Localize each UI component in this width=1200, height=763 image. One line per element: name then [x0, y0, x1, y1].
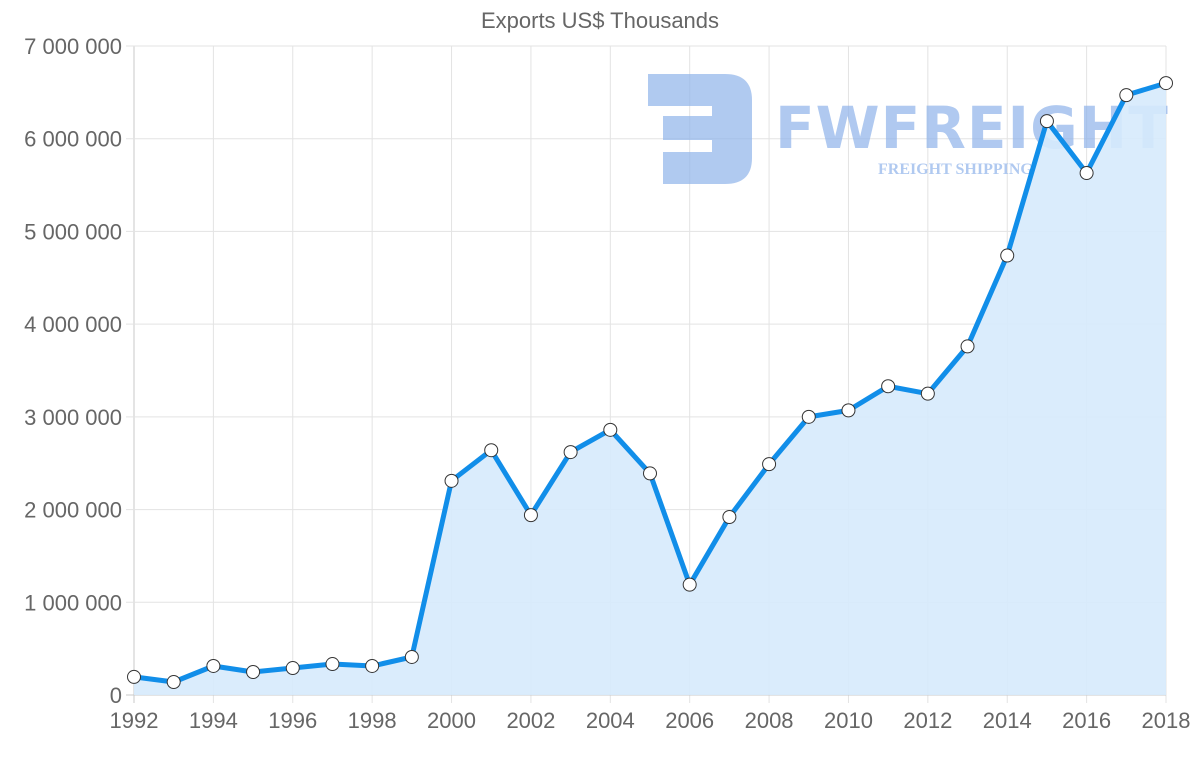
- area-fill: [134, 83, 1166, 696]
- y-tick-label: 1 000 000: [24, 590, 122, 615]
- x-tick-label: 2014: [983, 708, 1032, 733]
- x-tick-label: 2006: [665, 708, 714, 733]
- data-point[interactable]: [246, 665, 261, 680]
- y-tick-label: 6 000 000: [24, 127, 122, 152]
- data-point[interactable]: [444, 473, 459, 488]
- data-point[interactable]: [365, 658, 380, 673]
- data-point[interactable]: [1039, 114, 1054, 129]
- y-axis: 0 1 000 000 2 000 000 3 000 000 4 000 000 5 0…: [24, 34, 122, 708]
- data-point[interactable]: [523, 508, 538, 523]
- data-point[interactable]: [285, 661, 300, 676]
- y-tick-label: 0: [110, 683, 122, 708]
- y-tick-label: 2 000 000: [24, 498, 122, 523]
- data-point[interactable]: [404, 649, 419, 664]
- data-point[interactable]: [563, 445, 578, 460]
- x-tick-label: 1996: [268, 708, 317, 733]
- data-point[interactable]: [960, 339, 975, 354]
- data-point[interactable]: [166, 675, 181, 690]
- y-tick-label: 3 000 000: [24, 405, 122, 430]
- x-tick-label: 2004: [586, 708, 635, 733]
- x-tick-label: 2000: [427, 708, 476, 733]
- x-tick-label: 1992: [110, 708, 159, 733]
- data-point[interactable]: [1000, 248, 1015, 263]
- y-tick-label: 5 000 000: [24, 219, 122, 244]
- data-point[interactable]: [484, 443, 499, 458]
- x-tick-label: 1998: [348, 708, 397, 733]
- chart-title: Exports US$ Thousands: [480, 8, 720, 33]
- y-tick-label: 7 000 000: [24, 34, 122, 59]
- data-point[interactable]: [127, 669, 141, 684]
- y-tick-label: 4 000 000: [24, 312, 122, 337]
- x-axis: 1992 1994 1996 1998 2000 2002 2004 2006 2008 2010…: [110, 708, 1191, 733]
- data-point[interactable]: [801, 409, 816, 424]
- data-point[interactable]: [881, 379, 896, 394]
- data-point[interactable]: [643, 466, 657, 481]
- data-points: [127, 76, 1173, 690]
- x-tick-label: 2012: [903, 708, 952, 733]
- x-tick-label: 2018: [1142, 708, 1191, 733]
- x-tick-label: 2008: [745, 708, 794, 733]
- data-point[interactable]: [682, 577, 697, 592]
- x-tick-label: 1994: [189, 708, 238, 733]
- data-point[interactable]: [325, 657, 340, 672]
- data-point[interactable]: [1159, 76, 1173, 91]
- data-point[interactable]: [722, 509, 737, 524]
- data-point[interactable]: [1079, 166, 1094, 181]
- x-tick-label: 2016: [1062, 708, 1111, 733]
- x-tick-label: 2002: [506, 708, 555, 733]
- data-point[interactable]: [920, 386, 935, 401]
- data-point[interactable]: [841, 403, 856, 418]
- data-point[interactable]: [206, 658, 221, 673]
- data-point[interactable]: [1119, 88, 1134, 103]
- watermark-tagline: FREIGHT SHIPPING: [878, 161, 1033, 178]
- data-point[interactable]: [762, 457, 777, 472]
- data-point[interactable]: [603, 422, 618, 437]
- x-tick-label: 2010: [824, 708, 873, 733]
- fw-logo-icon: [648, 74, 752, 184]
